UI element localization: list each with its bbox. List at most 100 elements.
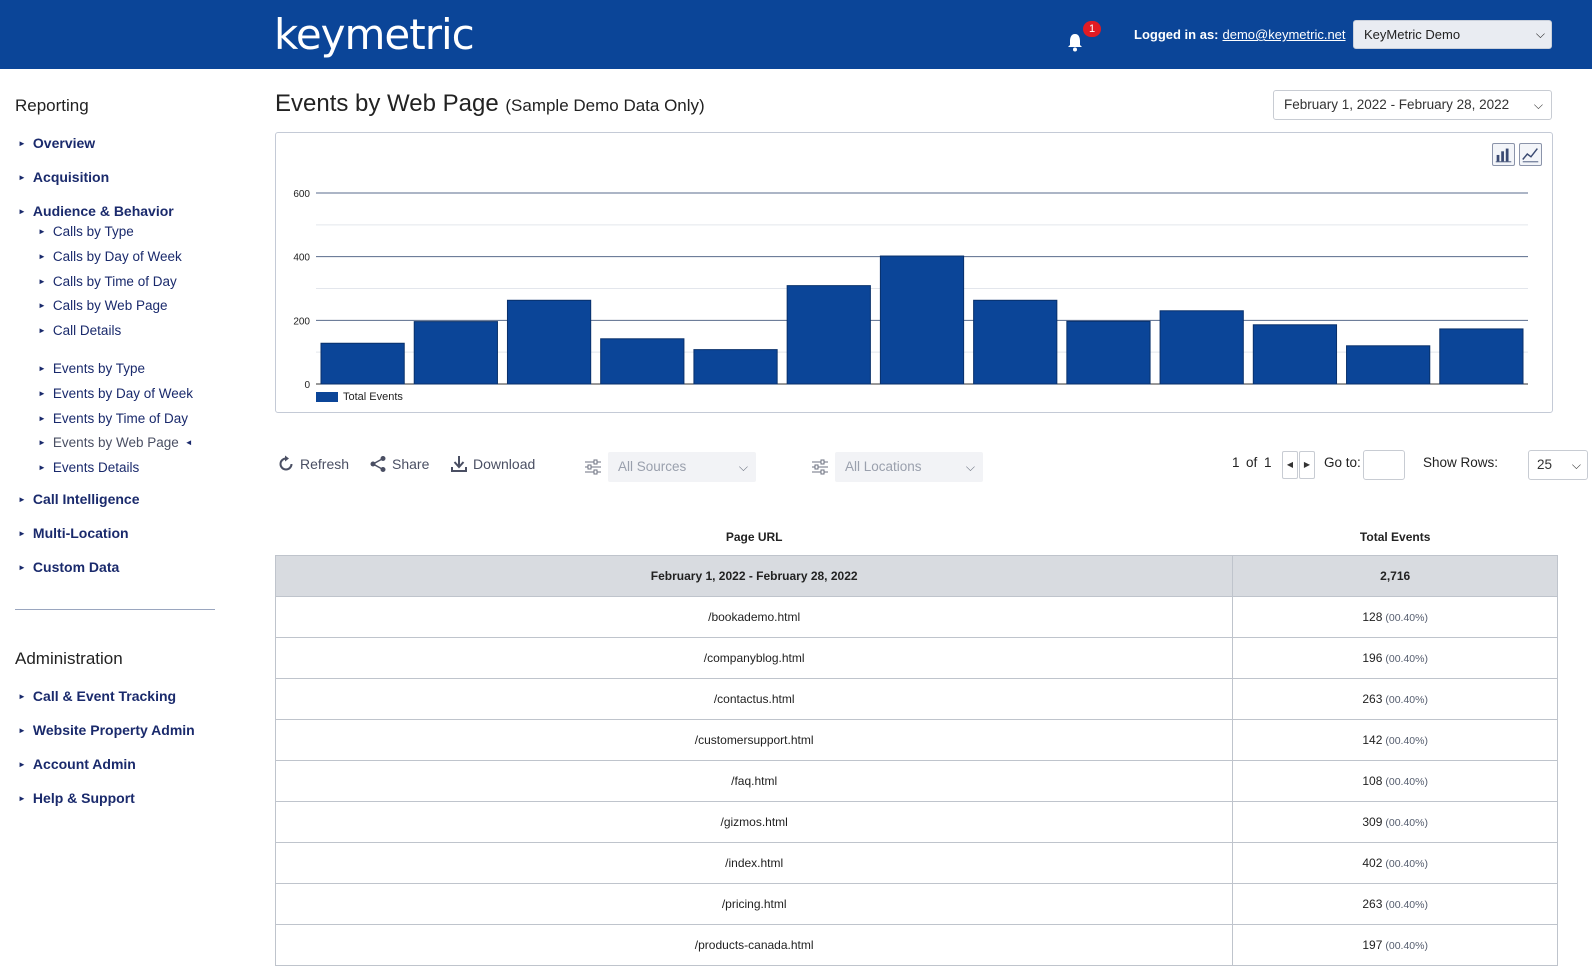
prev-page-button[interactable]: ◀ xyxy=(1282,451,1298,479)
nav-call-intelligence[interactable]: ► Call Intelligence xyxy=(18,491,140,507)
chart-bar[interactable] xyxy=(1346,345,1431,385)
nav-calls-by-type[interactable]: ► Calls by Type xyxy=(38,224,134,239)
nav-call-details[interactable]: ► Call Details xyxy=(38,323,122,338)
events-count: 263 xyxy=(1362,896,1383,911)
nav-acquisition[interactable]: ► Acquisition xyxy=(18,169,110,185)
share-icon xyxy=(370,456,386,472)
page-url-cell: /companyblog.html xyxy=(274,636,1234,679)
chevron-down-icon: ⌵ xyxy=(1571,458,1581,472)
chart-bar[interactable] xyxy=(1066,320,1151,385)
arrow-right-icon: ► xyxy=(18,207,26,216)
page-url-cell: /pricing.html xyxy=(274,882,1234,925)
chart-bar[interactable] xyxy=(1439,328,1524,385)
legend-swatch xyxy=(316,392,338,402)
nav-calls-by-web-page[interactable]: ► Calls by Web Page xyxy=(38,298,168,313)
nav-custom-data[interactable]: ► Custom Data xyxy=(18,559,120,575)
total-events-value: 2,716 xyxy=(1232,554,1558,597)
arrow-right-icon: ► xyxy=(18,173,26,182)
nav-events-by-time-of-day[interactable]: ► Events by Time of Day xyxy=(38,411,188,426)
share-label: Share xyxy=(392,456,430,472)
column-header-total-events[interactable]: Total Events xyxy=(1359,530,1431,545)
nav-calls-by-day-of-week[interactable]: ► Calls by Day of Week xyxy=(38,249,182,264)
page-url-cell: /customersupport.html xyxy=(274,718,1234,761)
nav-audience-behavior[interactable]: ► Audience & Behavior xyxy=(18,203,174,219)
arrow-right-icon: ► xyxy=(38,463,46,472)
keymetric-logo[interactable]: keymetric xyxy=(274,10,475,59)
arrow-right-icon: ► xyxy=(38,301,46,310)
total-events-cell: 263 (00.40%) xyxy=(1232,882,1558,925)
date-range-select[interactable]: February 1, 2022 - February 28, 2022 ⌵ xyxy=(1273,90,1552,120)
next-page-button[interactable]: ▶ xyxy=(1299,451,1315,479)
events-table: Page URL Total Events February 1, 2022 -… xyxy=(274,520,1558,966)
show-rows-select[interactable]: 25 ⌵ xyxy=(1528,450,1588,480)
chart-bar[interactable] xyxy=(600,338,685,385)
column-header-page-url[interactable]: Page URL xyxy=(725,530,783,545)
events-count: 196 xyxy=(1362,650,1383,665)
filter-sliders-icon xyxy=(812,459,828,475)
line-chart-icon[interactable] xyxy=(1519,143,1542,166)
arrow-right-icon: ► xyxy=(18,495,26,504)
chart-bar[interactable] xyxy=(506,299,592,385)
chart-bar[interactable] xyxy=(693,349,778,385)
chart-bar[interactable] xyxy=(1159,310,1244,385)
table-total-row: February 1, 2022 - February 28, 2022 2,7… xyxy=(274,554,1558,597)
events-count: 197 xyxy=(1362,937,1383,952)
events-count: 309 xyxy=(1362,814,1383,829)
chevron-down-icon: ⌵ xyxy=(1533,98,1543,112)
administration-heading: Administration xyxy=(15,649,123,668)
y-tick-label: 0 xyxy=(304,380,310,391)
events-count: 142 xyxy=(1362,732,1383,747)
sources-filter[interactable]: All Sources ⌵ xyxy=(584,452,756,482)
bar-chart-icon[interactable] xyxy=(1492,143,1515,166)
locations-filter[interactable]: All Locations ⌵ xyxy=(811,452,983,482)
events-percent: (00.40%) xyxy=(1385,734,1428,747)
locations-select[interactable]: All Locations ⌵ xyxy=(835,452,983,482)
bell-icon[interactable] xyxy=(1066,32,1084,52)
nav-overview[interactable]: ► Overview xyxy=(18,135,96,151)
events-percent: (00.40%) xyxy=(1385,611,1428,624)
nav-call-event-tracking[interactable]: ► Call & Event Tracking xyxy=(18,688,177,704)
chart-bar[interactable] xyxy=(786,285,871,385)
arrow-right-icon: ► xyxy=(18,139,26,148)
chart-bar[interactable] xyxy=(1252,324,1338,385)
arrow-right-icon: ► xyxy=(38,414,46,423)
sources-value: All Sources xyxy=(618,459,687,474)
nav-account-admin[interactable]: ► Account Admin xyxy=(18,756,136,772)
table-row: /bookademo.html 128 (00.40%) xyxy=(274,595,1558,638)
account-select[interactable]: KeyMetric Demo ⌵ xyxy=(1353,20,1552,49)
chart-type-switcher xyxy=(1492,143,1542,166)
nav-website-property-admin[interactable]: ► Website Property Admin xyxy=(18,722,195,738)
arrow-right-icon: ► xyxy=(18,692,26,701)
goto-page-input[interactable] xyxy=(1363,450,1405,480)
arrow-right-icon: ► xyxy=(18,726,26,735)
sources-select[interactable]: All Sources ⌵ xyxy=(608,452,756,482)
events-percent: (00.40%) xyxy=(1385,816,1428,829)
nav-events-by-web-page[interactable]: ► Events by Web Page ◄ xyxy=(38,435,193,450)
chart-bar[interactable] xyxy=(973,299,1058,385)
chevron-down-icon: ⌵ xyxy=(738,460,748,474)
nav-help-support[interactable]: ► Help & Support xyxy=(18,790,135,806)
refresh-icon xyxy=(279,455,293,471)
total-events-cell: 142 (00.40%) xyxy=(1232,718,1558,761)
events-percent: (00.40%) xyxy=(1385,775,1428,788)
nav-events-by-type[interactable]: ► Events by Type xyxy=(38,361,145,376)
y-tick-label: 400 xyxy=(293,253,310,264)
page-url-cell: /bookademo.html xyxy=(274,595,1234,638)
account-select-value: KeyMetric Demo xyxy=(1364,27,1461,42)
logged-in-info: Logged in as: demo@keymetric.net xyxy=(1134,27,1346,42)
nav-multi-location[interactable]: ► Multi-Location xyxy=(18,525,129,541)
chevron-left-icon: ◀ xyxy=(1286,460,1294,469)
logged-in-email-link[interactable]: demo@keymetric.net xyxy=(1222,27,1346,42)
date-range-value: February 1, 2022 - February 28, 2022 xyxy=(1284,97,1510,112)
chart-bar[interactable] xyxy=(879,255,965,385)
nav-calls-by-time-of-day[interactable]: ► Calls by Time of Day xyxy=(38,274,177,289)
chart-bar[interactable] xyxy=(320,342,405,385)
table-row: /index.html 402 (00.40%) xyxy=(274,841,1558,884)
chevron-down-icon: ⌵ xyxy=(1535,27,1545,41)
events-percent: (00.40%) xyxy=(1385,652,1428,665)
chart-bar[interactable] xyxy=(413,321,498,385)
download-icon xyxy=(451,456,467,472)
arrow-right-icon: ► xyxy=(18,760,26,769)
nav-events-details[interactable]: ► Events Details xyxy=(38,460,140,475)
nav-events-by-day-of-week[interactable]: ► Events by Day of Week xyxy=(38,386,193,401)
